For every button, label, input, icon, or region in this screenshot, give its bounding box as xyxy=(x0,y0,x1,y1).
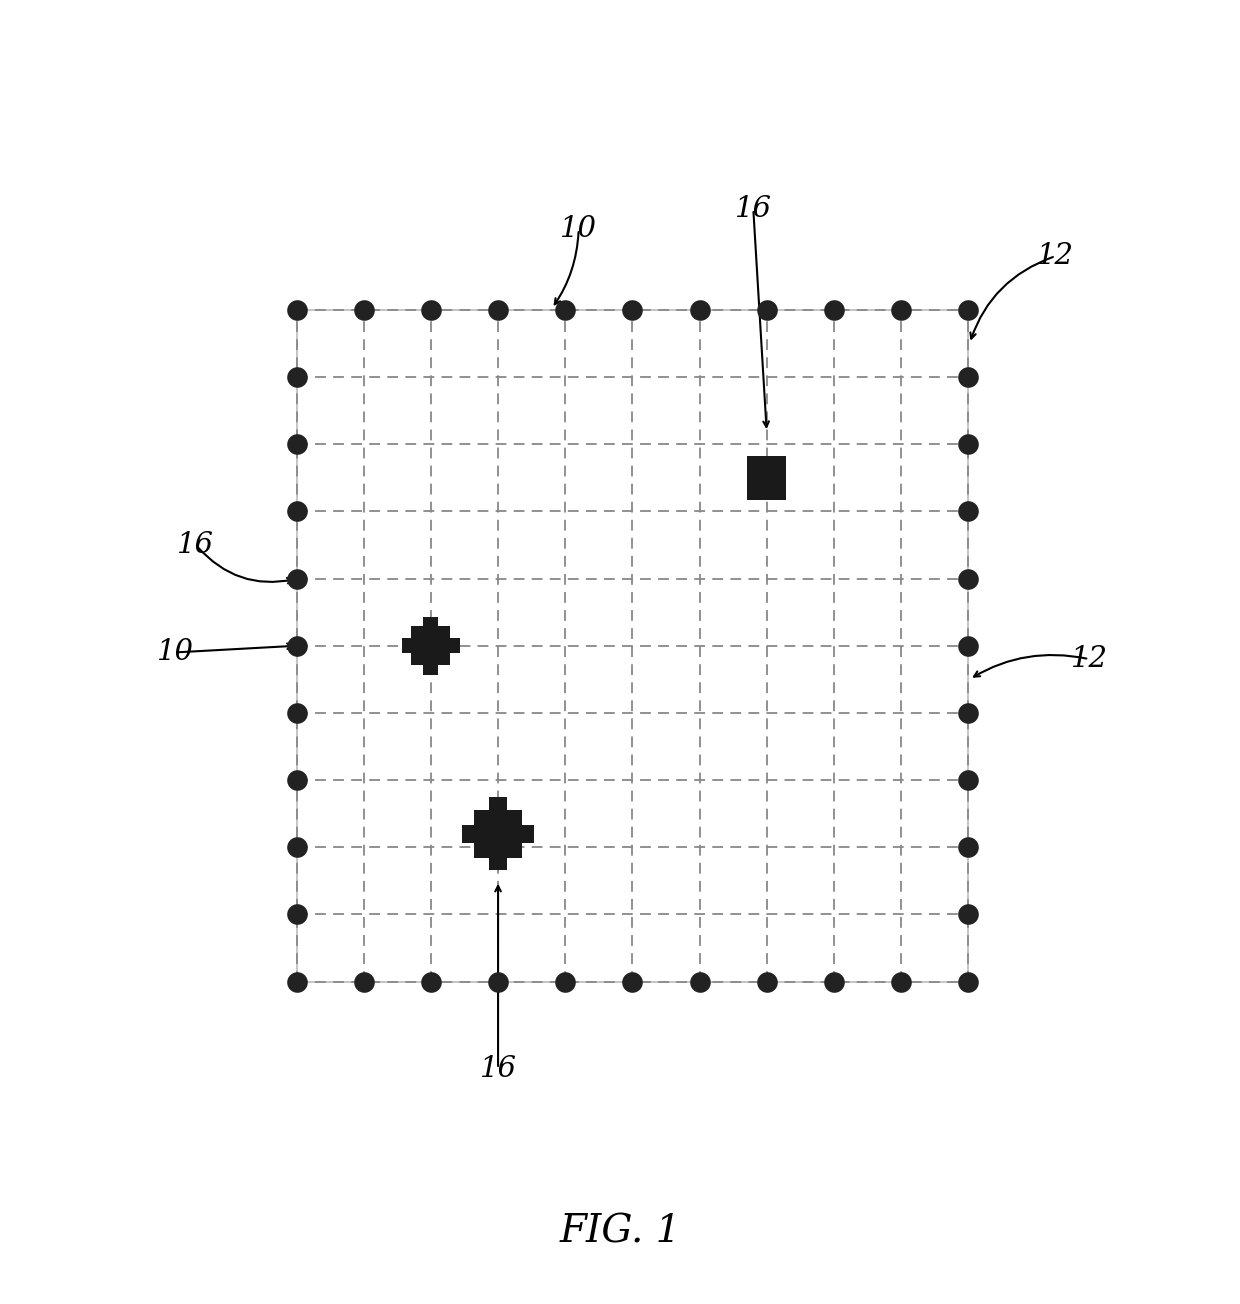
Point xyxy=(286,434,306,455)
Point xyxy=(556,300,575,321)
Point xyxy=(489,971,508,992)
Point xyxy=(892,971,911,992)
Point xyxy=(286,300,306,321)
Bar xyxy=(412,626,450,665)
Point xyxy=(689,300,709,321)
Text: FIG. 1: FIG. 1 xyxy=(559,1214,681,1251)
Point xyxy=(756,300,776,321)
Point xyxy=(286,501,306,522)
Point xyxy=(892,300,911,321)
Point xyxy=(286,769,306,790)
Bar xyxy=(489,797,507,810)
Point xyxy=(959,434,978,455)
Point xyxy=(353,300,373,321)
Text: 16: 16 xyxy=(480,1055,517,1082)
Point xyxy=(286,904,306,925)
Point xyxy=(959,300,978,321)
Point xyxy=(959,635,978,656)
Text: 16: 16 xyxy=(735,196,771,223)
Bar xyxy=(450,638,460,653)
Point xyxy=(489,300,508,321)
Point xyxy=(825,971,844,992)
Bar xyxy=(474,810,522,858)
Text: 10: 10 xyxy=(157,639,195,666)
Point xyxy=(959,971,978,992)
Point xyxy=(622,971,642,992)
Point xyxy=(825,300,844,321)
Point xyxy=(286,569,306,589)
Point xyxy=(959,904,978,925)
Text: 12: 12 xyxy=(1070,645,1107,673)
Bar xyxy=(424,617,438,627)
Point xyxy=(959,837,978,858)
Bar xyxy=(748,456,786,499)
Point xyxy=(959,366,978,387)
Point xyxy=(286,366,306,387)
Point xyxy=(286,971,306,992)
Point xyxy=(959,769,978,790)
Bar xyxy=(489,857,507,870)
Point xyxy=(353,971,373,992)
Point xyxy=(556,971,575,992)
Point xyxy=(420,300,441,321)
Point xyxy=(959,703,978,724)
Point xyxy=(689,971,709,992)
Point xyxy=(959,501,978,522)
Point xyxy=(420,971,441,992)
Point xyxy=(756,971,776,992)
Text: 10: 10 xyxy=(560,215,598,244)
Point xyxy=(286,837,306,858)
Bar xyxy=(402,638,412,653)
Point xyxy=(286,703,306,724)
Point xyxy=(959,569,978,589)
Text: 12: 12 xyxy=(1037,243,1074,270)
Point xyxy=(622,300,642,321)
Bar xyxy=(424,665,438,675)
Text: 16: 16 xyxy=(177,531,215,559)
Bar xyxy=(522,824,534,842)
Point xyxy=(286,635,306,656)
Bar xyxy=(461,824,475,842)
